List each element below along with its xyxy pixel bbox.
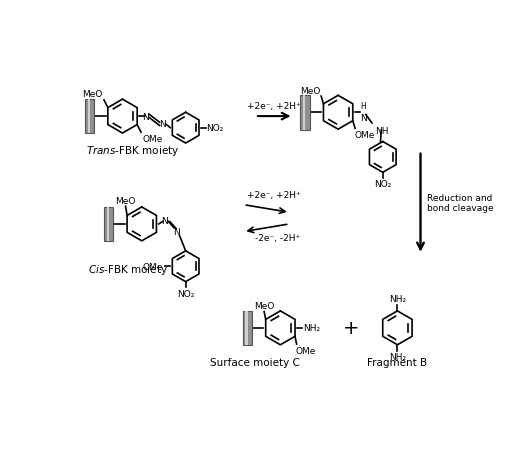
Text: -2e⁻, -2H⁺: -2e⁻, -2H⁺ [255,233,300,243]
Text: N: N [142,112,149,121]
Text: MeO: MeO [115,196,136,205]
Bar [87,100,90,134]
Text: +2e⁻, +2H⁺: +2e⁻, +2H⁺ [248,102,301,111]
Text: OMe: OMe [143,262,163,271]
Text: N: N [162,216,168,225]
Bar [245,311,248,345]
Text: H: H [360,102,366,111]
Text: NO₂: NO₂ [374,180,392,189]
Text: NO₂: NO₂ [177,289,194,298]
Text: NH₂: NH₂ [303,324,320,333]
Text: OMe: OMe [296,346,316,355]
Text: MeO: MeO [254,302,275,310]
Text: OMe: OMe [354,131,375,140]
Text: OMe: OMe [142,135,163,143]
Text: N: N [173,228,180,237]
Bar [243,311,252,345]
Text: Fragment B: Fragment B [367,357,427,367]
Text: N: N [159,120,166,129]
Bar [107,207,109,242]
Text: Surface moiety C: Surface moiety C [210,357,300,367]
Text: MeO: MeO [82,90,102,98]
Text: $\it{Trans}$-FBK moiety: $\it{Trans}$-FBK moiety [86,144,179,158]
Bar [303,96,305,130]
Text: NH₂: NH₂ [389,294,406,303]
Text: NO₂: NO₂ [206,124,224,133]
Text: +2e⁻, +2H⁺: +2e⁻, +2H⁺ [247,191,301,200]
Text: NH: NH [375,127,388,136]
Text: NH₂: NH₂ [389,353,406,362]
Text: $\it{Cis}$-FBK moiety: $\it{Cis}$-FBK moiety [88,263,168,277]
Text: Reduction and
bond cleavage: Reduction and bond cleavage [427,193,493,213]
Text: N: N [360,114,367,123]
Text: MeO: MeO [300,86,320,95]
Bar [85,100,94,134]
Text: +: + [343,318,359,338]
Bar [301,96,309,130]
Bar [104,207,113,242]
